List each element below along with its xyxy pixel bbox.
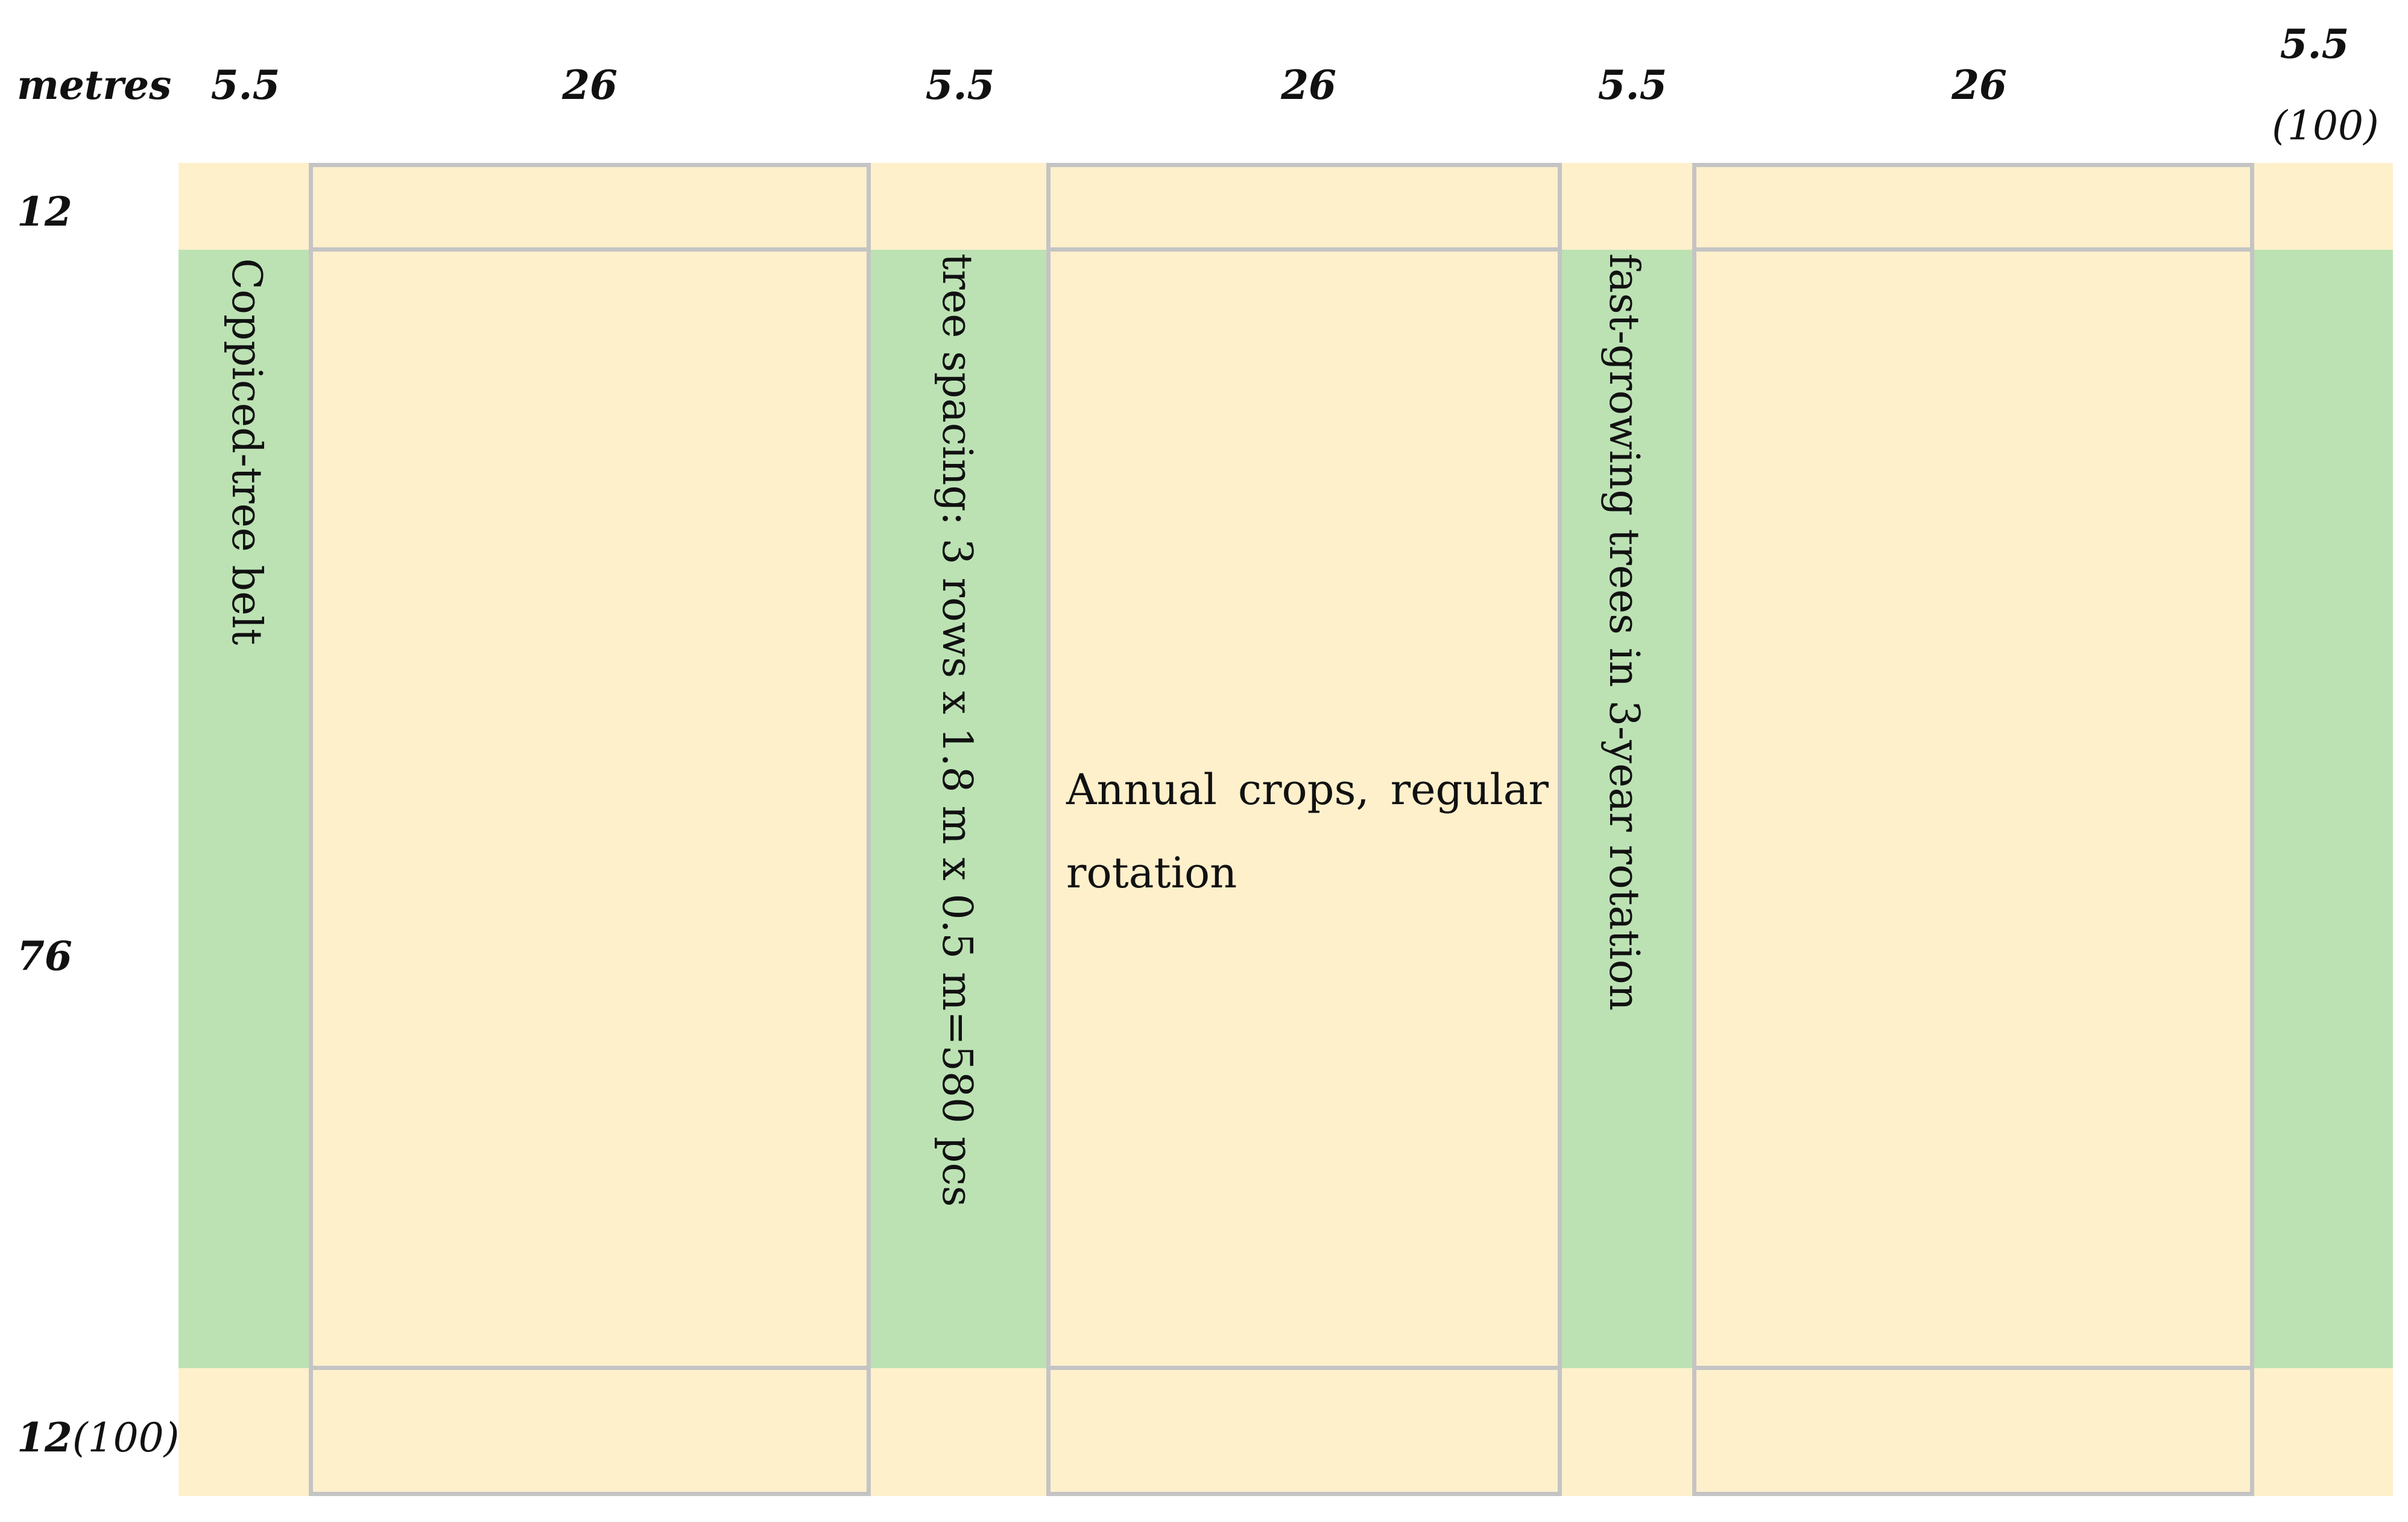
unit-label: metres — [17, 62, 172, 109]
crop-plot — [309, 163, 871, 1496]
column-width-label: 26 — [1951, 62, 2007, 109]
tree-belt — [870, 250, 1048, 1368]
plot-divider — [309, 1366, 871, 1370]
plot-divider — [309, 247, 871, 252]
crop-plot-annotation: Annual crops, regular rotation — [1066, 765, 1549, 898]
plot-divider — [1046, 247, 1562, 252]
column-width-label: 5.5 — [210, 62, 280, 109]
tree-belt — [179, 250, 310, 1368]
column-width-label: 5.5 — [1597, 62, 1667, 109]
row-height-value: 12 — [17, 1414, 72, 1461]
column-width-label: 5.5 — [2280, 21, 2350, 68]
crop-plot — [1692, 163, 2254, 1496]
crop-plot — [1046, 163, 1562, 1496]
row-height-label-middle: 76 — [17, 933, 72, 980]
belt-annotation-coppiced: Coppiced-tree belt — [223, 258, 270, 645]
row-height-label-bottom: 12(100) — [17, 1418, 179, 1458]
column-width-label: 5.5 — [925, 62, 995, 109]
plot-divider — [1046, 1366, 1562, 1370]
belt-annotation-fast-growing: fast-growing trees in 3-year rotation — [1600, 253, 1648, 1011]
total-width-label: (100) — [2272, 103, 2379, 149]
row-height-label-top: 12 — [17, 188, 72, 235]
plot-divider — [1692, 1366, 2254, 1370]
column-width-label: 26 — [1281, 62, 1336, 109]
tree-belt — [2253, 250, 2393, 1368]
column-width-label: 26 — [562, 62, 618, 109]
tree-belt — [1560, 250, 1696, 1368]
total-height-label: (100) — [72, 1415, 180, 1461]
plot-divider — [1692, 247, 2254, 252]
belt-annotation-spacing: tree spacing: 3 rows x 1.8 m x 0.5 m=580… — [933, 253, 981, 1207]
